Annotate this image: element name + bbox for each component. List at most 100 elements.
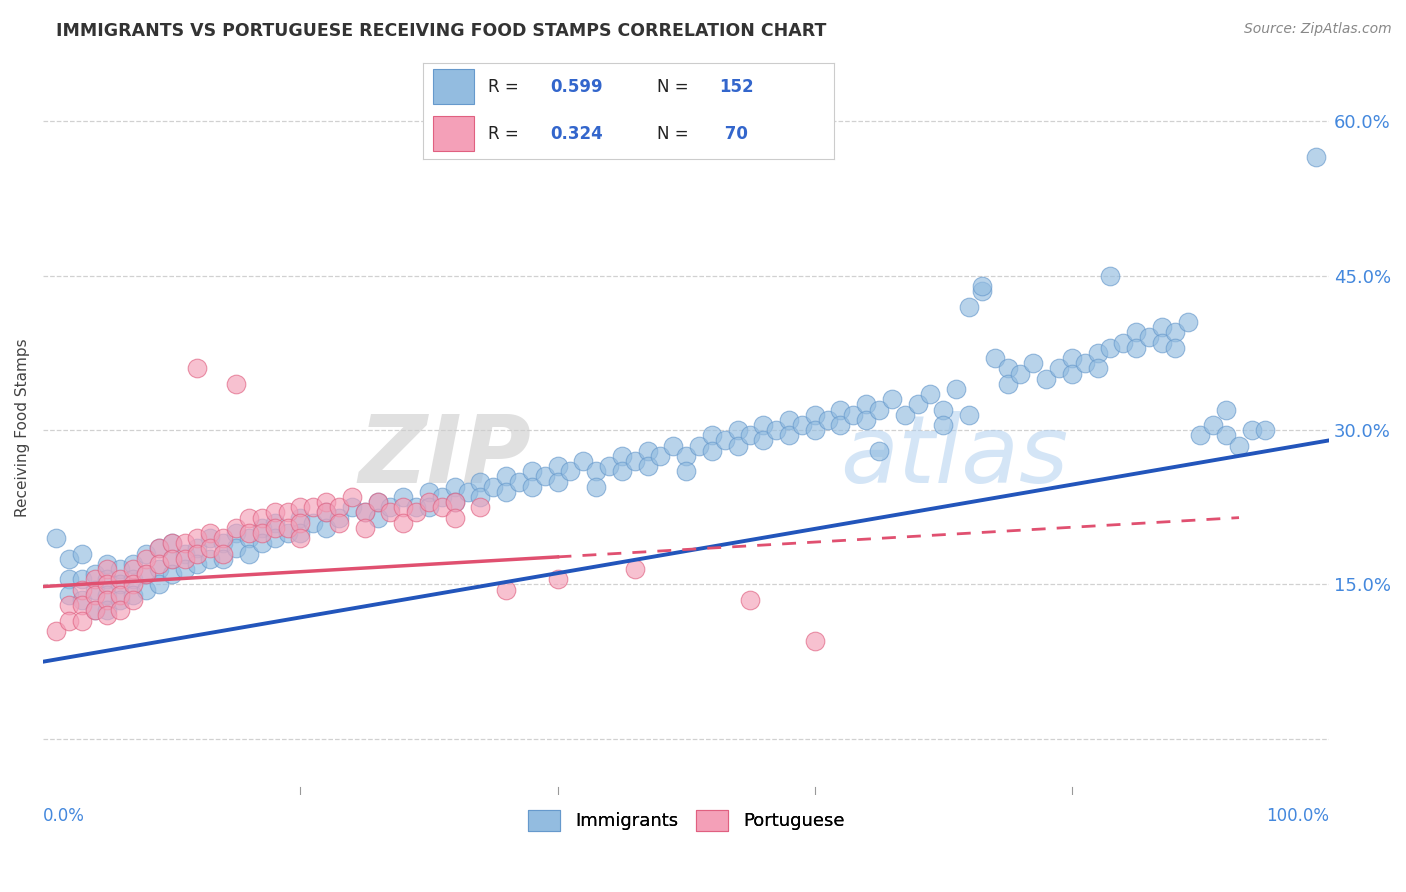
Point [110, 593, 132, 607]
Point [83, 582, 105, 597]
Point [1215, 428, 1237, 442]
Point [418, 495, 440, 509]
Point [443, 495, 465, 509]
Point [58, 598, 80, 612]
Point [70, 582, 93, 597]
Point [1202, 417, 1225, 432]
Point [520, 480, 543, 494]
Point [868, 402, 890, 417]
Point [380, 500, 402, 515]
Point [470, 500, 492, 515]
Point [1164, 326, 1187, 340]
Point [392, 516, 415, 530]
Point [200, 526, 222, 541]
Point [212, 531, 235, 545]
Point [893, 408, 915, 422]
Point [83, 603, 105, 617]
Point [110, 603, 132, 617]
Point [1047, 361, 1070, 376]
Point [263, 505, 285, 519]
Point [110, 562, 132, 576]
Point [96, 603, 118, 617]
Point [225, 541, 247, 556]
Point [547, 475, 569, 489]
Point [997, 376, 1019, 391]
Point [96, 577, 118, 591]
Point [276, 526, 298, 541]
Point [765, 423, 787, 437]
Point [160, 536, 183, 550]
Point [173, 551, 195, 566]
Point [585, 480, 607, 494]
Point [803, 408, 825, 422]
Point [122, 572, 145, 586]
Point [186, 547, 208, 561]
Point [160, 567, 183, 582]
Point [70, 572, 93, 586]
Point [366, 510, 388, 524]
Point [225, 526, 247, 541]
Point [1125, 341, 1147, 355]
Point [290, 531, 312, 545]
Point [122, 557, 145, 571]
Point [70, 598, 93, 612]
Point [200, 531, 222, 545]
Point [160, 551, 183, 566]
Point [238, 510, 260, 524]
Point [790, 417, 813, 432]
Point [135, 567, 157, 582]
Point [997, 361, 1019, 376]
Point [122, 577, 145, 591]
Point [96, 572, 118, 586]
Point [1150, 320, 1173, 334]
Point [315, 505, 337, 519]
Point [457, 484, 479, 499]
Point [443, 495, 465, 509]
Point [470, 475, 492, 489]
Point [276, 521, 298, 535]
Point [225, 376, 247, 391]
Point [740, 593, 762, 607]
Point [83, 588, 105, 602]
Point [1177, 315, 1199, 329]
Point [932, 417, 955, 432]
Point [212, 551, 235, 566]
Point [186, 541, 208, 556]
Point [302, 516, 325, 530]
Point [443, 480, 465, 494]
Point [135, 547, 157, 561]
Point [353, 505, 375, 519]
Point [58, 572, 80, 586]
Point [405, 500, 427, 515]
Point [212, 547, 235, 561]
Point [70, 593, 93, 607]
Point [160, 536, 183, 550]
Point [340, 500, 363, 515]
Point [482, 480, 505, 494]
Point [675, 449, 697, 463]
Point [855, 397, 877, 411]
Point [430, 490, 453, 504]
Point [96, 588, 118, 602]
Point [290, 526, 312, 541]
Point [122, 588, 145, 602]
Point [508, 475, 530, 489]
Point [263, 521, 285, 535]
Point [443, 510, 465, 524]
Point [740, 428, 762, 442]
Point [675, 464, 697, 478]
Point [173, 562, 195, 576]
Point [855, 413, 877, 427]
Point [122, 593, 145, 607]
Point [907, 397, 929, 411]
Point [263, 531, 285, 545]
Point [276, 505, 298, 519]
Point [623, 562, 645, 576]
Point [533, 469, 555, 483]
Point [610, 449, 633, 463]
Point [830, 402, 852, 417]
Point [752, 417, 775, 432]
Point [135, 582, 157, 597]
Point [650, 449, 672, 463]
Point [70, 614, 93, 628]
